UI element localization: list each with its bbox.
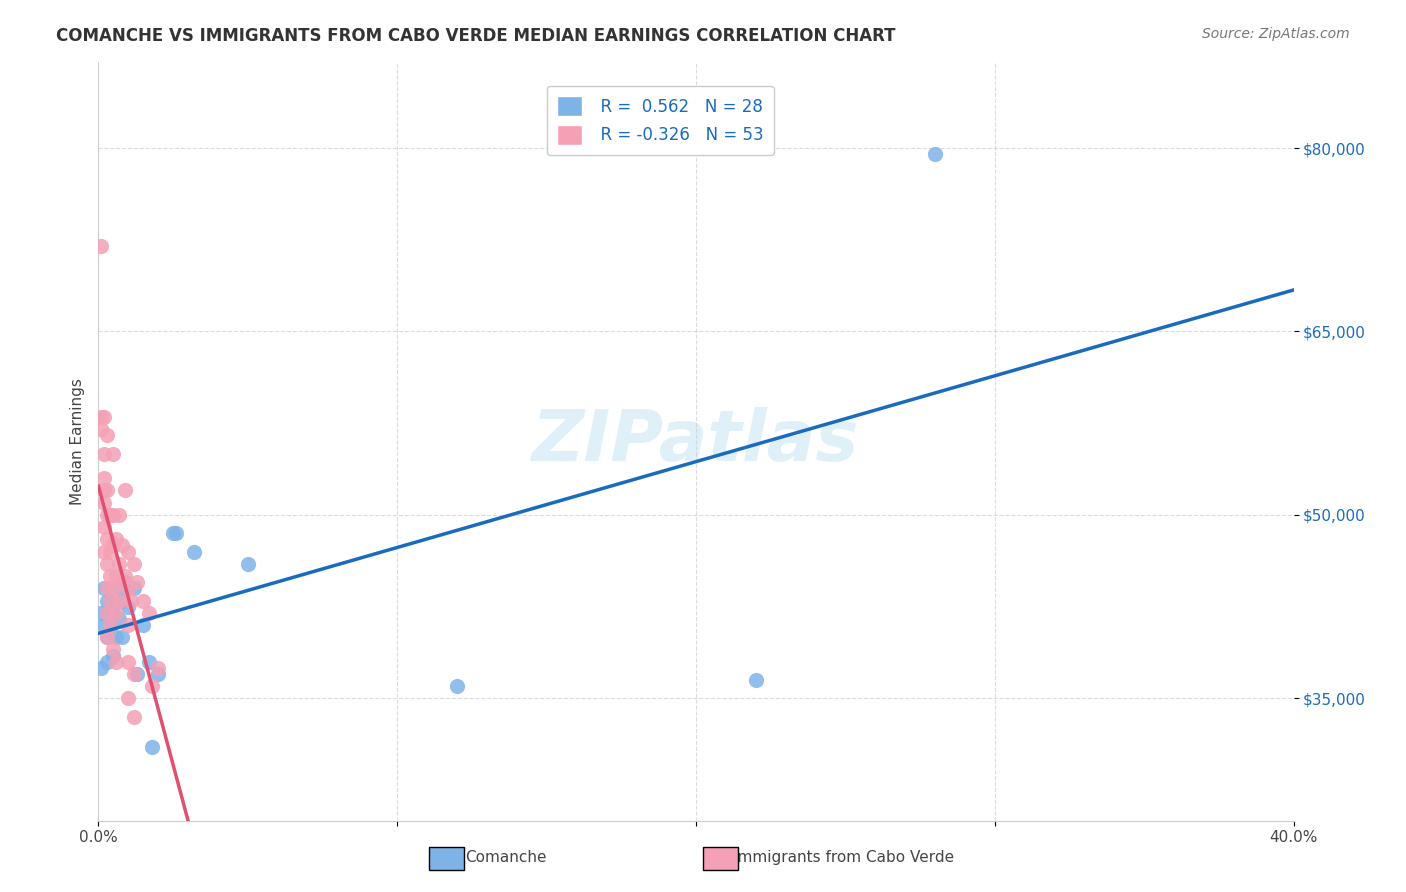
Point	[103, 648, 125, 663]
Point	[93, 520, 115, 534]
Point	[132, 593, 155, 607]
Point	[114, 483, 136, 498]
Point	[120, 593, 142, 607]
Point	[93, 483, 115, 498]
Point	[117, 691, 139, 706]
Point	[105, 655, 128, 669]
Point	[90, 606, 112, 620]
Point	[96, 630, 118, 644]
Y-axis label: Median Earnings: Median Earnings	[69, 378, 84, 505]
Point	[93, 447, 115, 461]
Point	[105, 606, 128, 620]
Point	[93, 496, 115, 510]
Point	[93, 544, 115, 558]
Point	[98, 593, 122, 607]
Point	[446, 679, 468, 693]
Point	[105, 569, 128, 583]
Point	[96, 582, 118, 596]
Point	[745, 673, 768, 687]
Point	[96, 557, 118, 571]
Point	[108, 612, 131, 626]
Point	[117, 599, 139, 614]
Point	[117, 655, 139, 669]
Point	[103, 582, 125, 596]
Point	[117, 582, 139, 596]
Point	[90, 239, 112, 253]
Point	[111, 593, 134, 607]
Point	[108, 582, 131, 596]
Text: ZIPatlas: ZIPatlas	[533, 407, 859, 476]
Point	[96, 630, 118, 644]
Point	[108, 593, 131, 607]
Point	[98, 508, 122, 522]
Point	[924, 147, 946, 161]
Point	[103, 508, 125, 522]
Point	[98, 593, 122, 607]
Point	[93, 582, 115, 596]
Point	[96, 606, 118, 620]
Point	[124, 666, 146, 681]
Point	[93, 410, 115, 425]
Point	[108, 508, 131, 522]
Point	[117, 618, 139, 632]
Point	[98, 544, 122, 558]
Point	[127, 575, 149, 590]
Point	[93, 471, 115, 485]
Point	[90, 661, 112, 675]
Point	[127, 666, 149, 681]
Text: COMANCHE VS IMMIGRANTS FROM CABO VERDE MEDIAN EARNINGS CORRELATION CHART: COMANCHE VS IMMIGRANTS FROM CABO VERDE M…	[56, 27, 896, 45]
Point	[117, 544, 139, 558]
Point	[183, 544, 205, 558]
Point	[111, 575, 134, 590]
Point	[124, 582, 146, 596]
Legend:   R =  0.562   N = 28,   R = -0.326   N = 53: R = 0.562 N = 28, R = -0.326 N = 53	[547, 86, 773, 155]
Point	[96, 593, 118, 607]
Point	[124, 557, 146, 571]
Point	[114, 569, 136, 583]
Point	[141, 679, 163, 693]
Point	[124, 709, 146, 723]
Point	[148, 661, 170, 675]
Point	[105, 533, 128, 547]
Point	[96, 483, 118, 498]
Text: Immigrants from Cabo Verde: Immigrants from Cabo Verde	[733, 850, 955, 865]
Point	[105, 630, 128, 644]
Text: Source: ZipAtlas.com: Source: ZipAtlas.com	[1202, 27, 1350, 41]
Point	[138, 606, 160, 620]
Point	[108, 557, 131, 571]
Point	[162, 526, 184, 541]
Point	[138, 655, 160, 669]
Point	[96, 655, 118, 669]
Point	[103, 539, 125, 553]
Point	[90, 422, 112, 436]
Text: Comanche: Comanche	[465, 850, 547, 865]
Point	[96, 508, 118, 522]
Point	[132, 618, 155, 632]
Point	[103, 642, 125, 657]
Point	[93, 618, 115, 632]
Point	[111, 539, 134, 553]
Point	[114, 575, 136, 590]
Point	[165, 526, 187, 541]
Point	[98, 569, 122, 583]
Point	[103, 447, 125, 461]
Point	[103, 606, 125, 620]
Point	[96, 428, 118, 442]
Point	[141, 740, 163, 755]
Point	[148, 666, 170, 681]
Point	[90, 410, 112, 425]
Point	[96, 533, 118, 547]
Point	[236, 557, 259, 571]
Point	[98, 618, 122, 632]
Point	[98, 618, 122, 632]
Point	[111, 630, 134, 644]
